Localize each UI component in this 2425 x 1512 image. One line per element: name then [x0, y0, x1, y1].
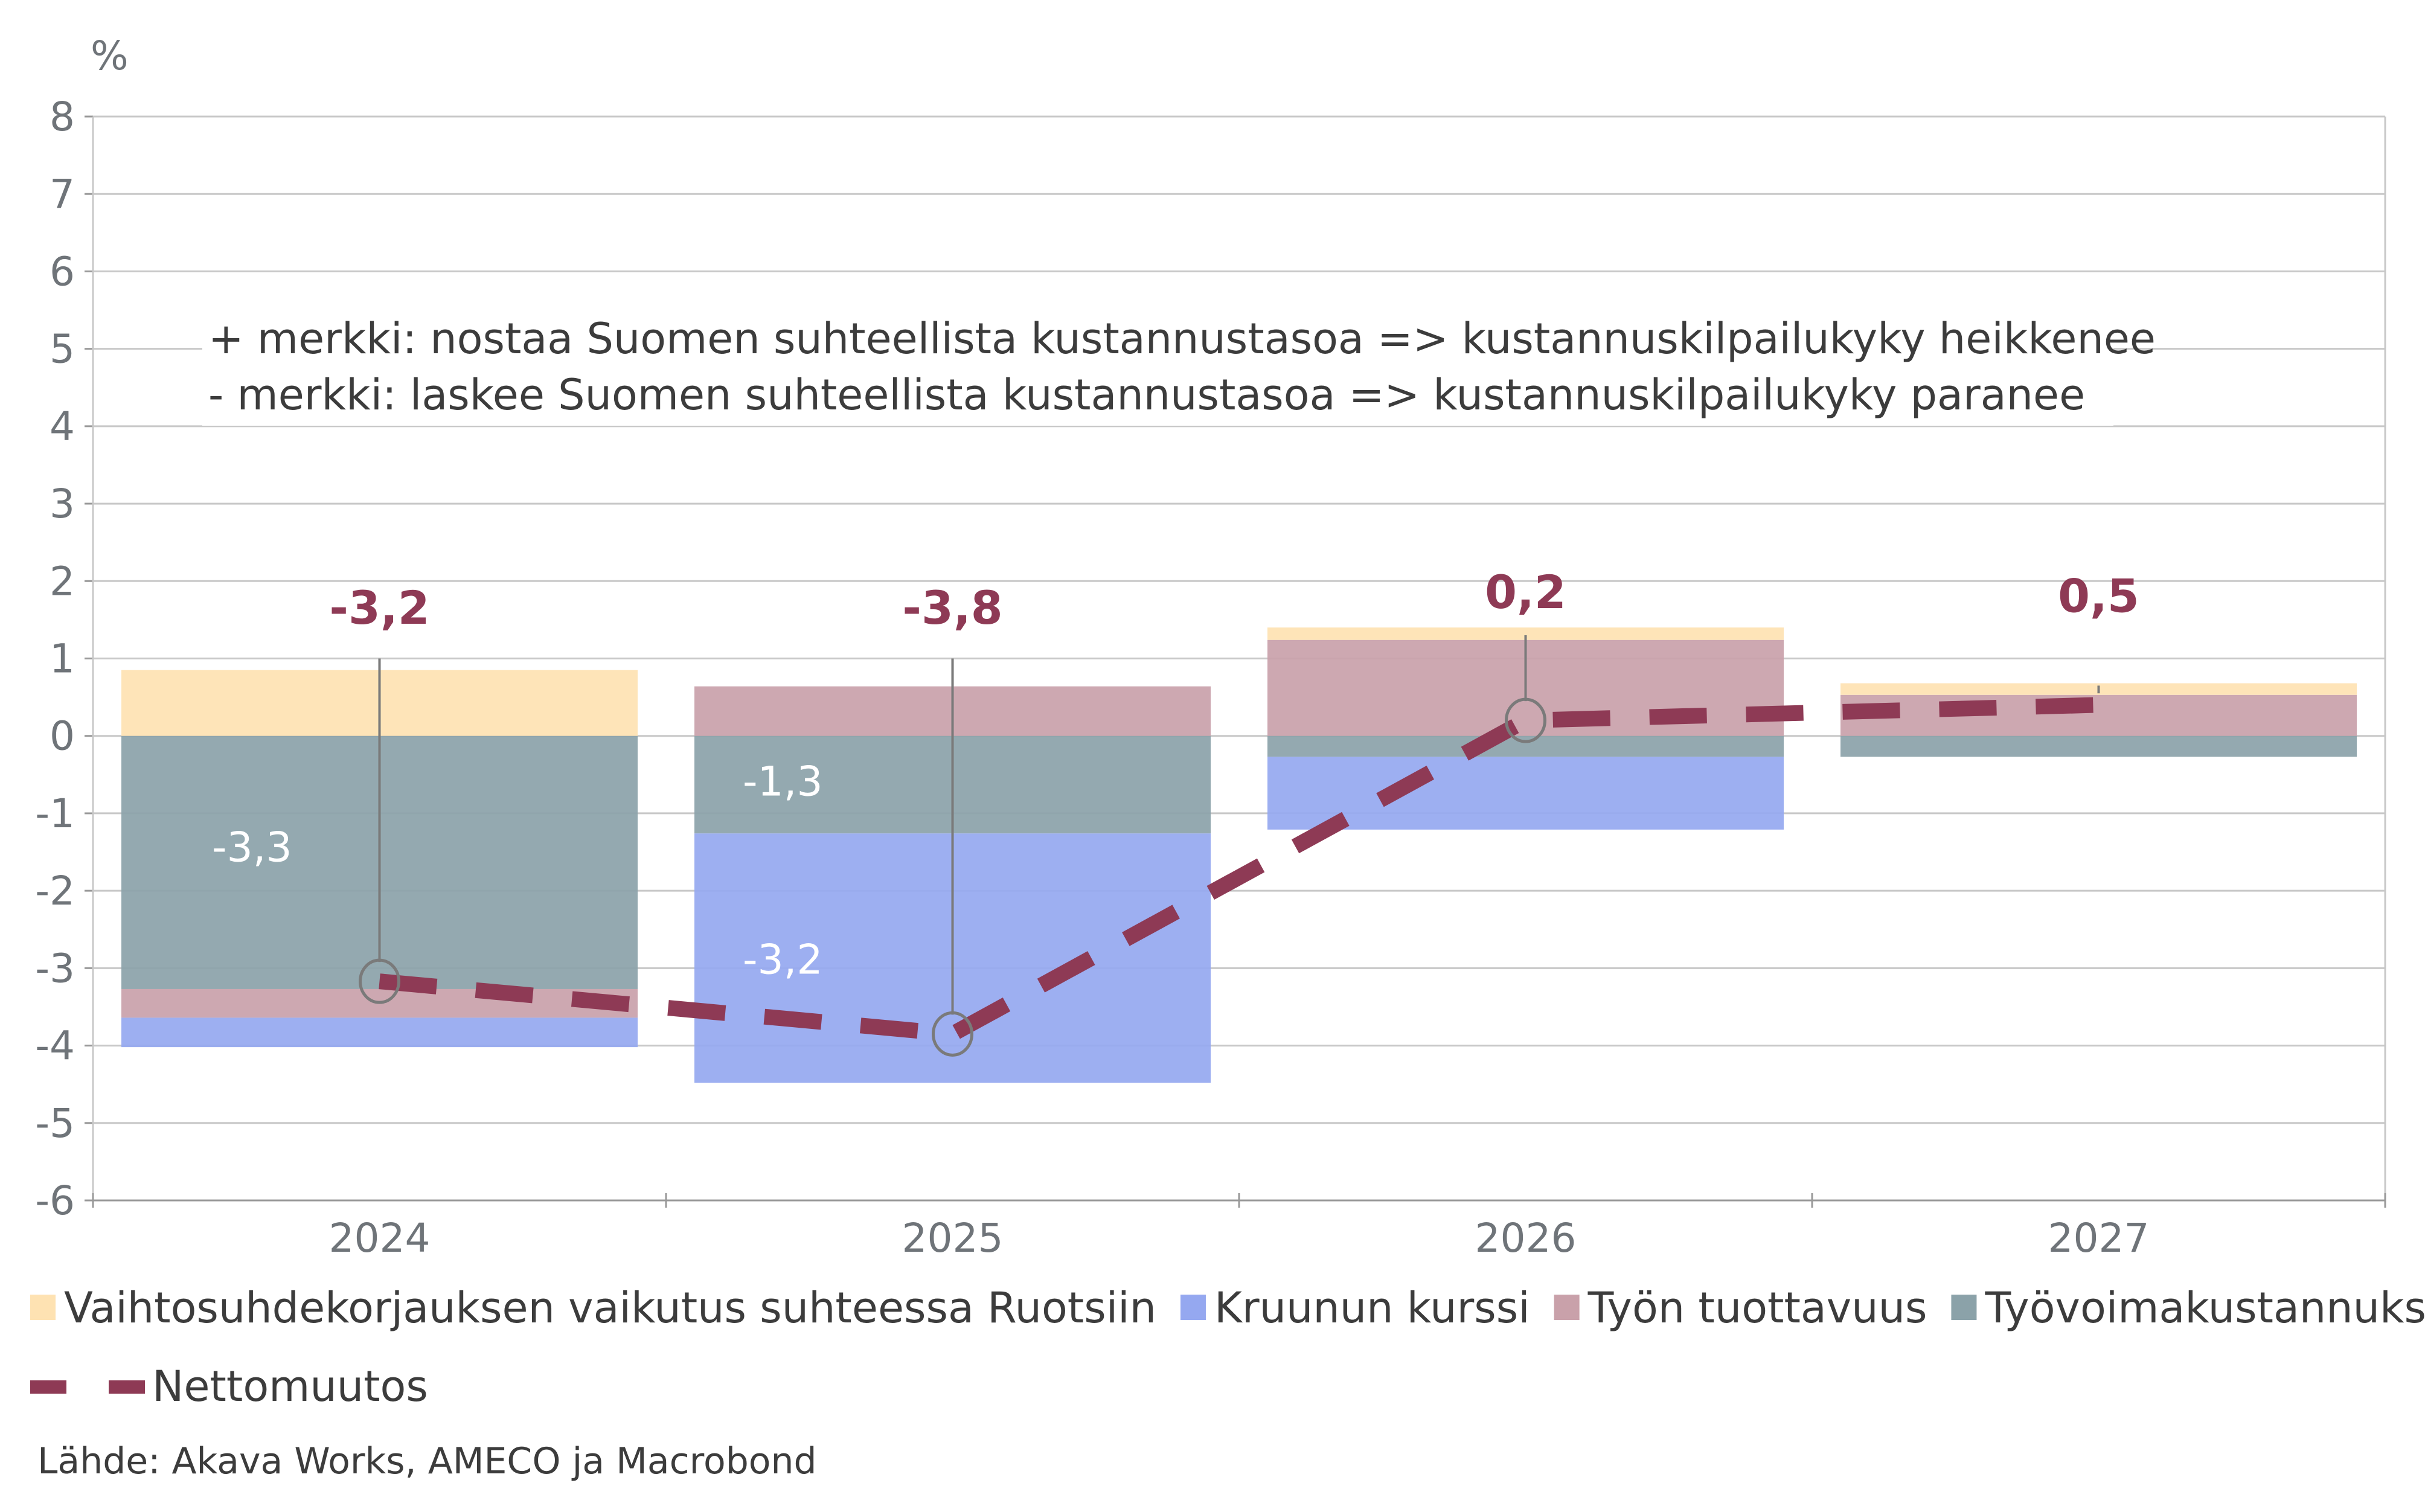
y-tick-label: 8: [50, 94, 75, 140]
segment-value-label: -1,3: [743, 758, 823, 806]
y-tick-label: 7: [50, 171, 75, 217]
legend: Vaihtosuhdekorjauksen vaikutus suhteessa…: [30, 1283, 2425, 1411]
legend-swatch: [30, 1295, 56, 1320]
bar-segment: [1267, 627, 1784, 640]
bar-segment: [121, 1017, 638, 1048]
net-value-label: 0,2: [1485, 565, 1566, 619]
y-tick-label: -2: [35, 868, 75, 914]
y-tick-label: -6: [35, 1177, 75, 1224]
labels: -3,2 -3,8 0,2 0,5 -3,3 -1,3 -3,2: [212, 565, 2139, 1057]
y-tick-label: 3: [50, 481, 75, 527]
annotation-line-2: - merkki: laskee Suomen suhteellista kus…: [208, 370, 2085, 420]
legend-swatch: [1951, 1295, 1977, 1320]
y-tick-label: 1: [50, 636, 75, 682]
y-tick-label: -5: [35, 1100, 75, 1147]
bar-segment: [1267, 757, 1784, 830]
x-tick-label: 2026: [1475, 1215, 1577, 1261]
segment-value-label: -3,3: [212, 824, 292, 872]
legend-label: Nettomuutos: [152, 1362, 428, 1411]
legend-label: Työvoimakustannukset: [1984, 1283, 2425, 1333]
net-line-path: [379, 697, 2099, 1042]
x-tick-label: 2025: [902, 1215, 1004, 1261]
net-marker-circle: [932, 1011, 973, 1057]
y-tick-label: 6: [50, 248, 75, 295]
net-value-label: -3,2: [329, 581, 429, 635]
legend-label: Kruunun kurssi: [1214, 1283, 1530, 1333]
bar-segment: [1840, 694, 2357, 736]
y-axis-unit: %: [91, 33, 129, 79]
net-line: [379, 697, 2099, 1042]
legend-swatch: [1180, 1295, 1206, 1320]
bar-segment: [1840, 735, 2357, 757]
net-value-label: 0,5: [2058, 569, 2139, 623]
y-tick-label: 0: [50, 713, 75, 760]
bars: [121, 627, 2357, 1083]
x-tick-label: 2024: [329, 1215, 431, 1261]
legend-swatch: [1554, 1295, 1580, 1320]
y-tick-label: 5: [50, 326, 75, 373]
annotation-box: [202, 305, 2113, 426]
y-tick-label: -4: [35, 1023, 75, 1069]
x-tick-label: 2027: [2048, 1215, 2150, 1261]
y-tick-label: -1: [35, 790, 75, 837]
segment-value-label: -3,2: [743, 937, 823, 984]
net-marker-circle: [359, 958, 400, 1004]
y-tick-label: -3: [35, 945, 75, 991]
legend-label: Työn tuottavuus: [1587, 1283, 1927, 1333]
net-value-label: -3,8: [902, 581, 1002, 635]
y-tick-label: 4: [50, 403, 75, 450]
bar-segment: [1267, 735, 1784, 757]
net-marker-circle: [1505, 697, 1546, 743]
annotation-line-1: + merkki: nostaa Suomen suhteellista kus…: [208, 314, 2156, 364]
source-note: Lähde: Akava Works, AMECO ja Macrobond: [37, 1440, 817, 1482]
legend-label: Vaihtosuhdekorjauksen vaikutus suhteessa…: [64, 1283, 1156, 1333]
y-tick-label: 2: [50, 558, 75, 604]
